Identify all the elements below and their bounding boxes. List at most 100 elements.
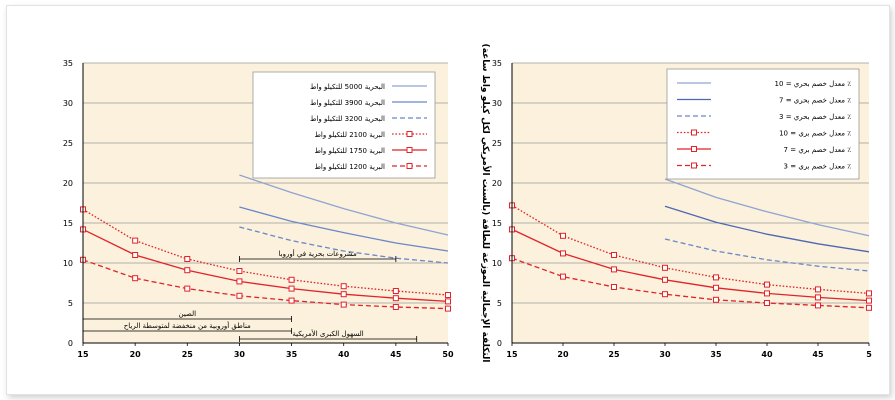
lc-data-point xyxy=(288,297,295,304)
lc-legend-marker xyxy=(406,147,413,153)
rc-data-point xyxy=(815,302,821,309)
rc-data-point xyxy=(866,304,872,311)
lc-data-point xyxy=(392,288,399,294)
lc-series-line-0 xyxy=(239,174,449,236)
rc-data-point xyxy=(764,290,770,297)
rc-data-point xyxy=(611,284,617,290)
lc-series-line-2 xyxy=(239,226,449,264)
rc-data-point xyxy=(866,297,872,304)
lc-x-tick-label: 40 xyxy=(338,350,350,359)
rc-legend-marker xyxy=(691,129,697,136)
rc-y-tick-label: 10 xyxy=(492,259,502,268)
lc-data-point xyxy=(132,275,139,282)
rc-legend-label: معدل خصم بحري = 10 ٪ xyxy=(775,80,852,88)
lc-data-point xyxy=(184,256,191,262)
rc-y-tick-label: 30 xyxy=(492,99,502,108)
lc-annotation-label: الصين xyxy=(178,310,196,318)
lc-x-tick-label: 15 xyxy=(77,350,89,359)
left-series-group xyxy=(80,174,451,312)
rc-data-point xyxy=(713,296,719,303)
lc-y-tick-label: 0 xyxy=(68,339,73,348)
rc-data-point xyxy=(764,281,770,288)
figure-svg: مشروعات بحرية في أوروبا الصين مناطق أوروبي… xyxy=(63,44,872,363)
rc-data-point xyxy=(866,290,872,297)
rc-legend-label: معدل خصم بري = 3 ٪ xyxy=(784,163,852,171)
lc-legend-label: البحرية 3900 للتكيلو واط xyxy=(310,99,385,107)
rc-data-point xyxy=(764,300,770,306)
lc-data-point xyxy=(340,283,347,290)
lc-y-tick-label: 35 xyxy=(63,59,73,68)
left-y-ticks: 0 5 10 15 20 25 30 35 xyxy=(63,59,73,348)
rc-data-point xyxy=(662,291,668,298)
rc-x-tick-label: 30 xyxy=(659,350,671,359)
lc-x-tick-label: 35 xyxy=(286,350,298,359)
left-legend-box xyxy=(252,71,436,179)
rc-legend-label: معدل خصم بري = 10 ٪ xyxy=(779,130,851,138)
rc-data-point xyxy=(815,286,821,293)
lc-data-point xyxy=(132,252,139,258)
right-x-ticks: 15 20 25 30 35 40 45 5 xyxy=(506,343,872,359)
right-legend-box xyxy=(666,68,860,180)
rc-legend-label: معدل خصم بري = 7 ٪ xyxy=(784,146,852,154)
rc-x-tick-label: 40 xyxy=(761,350,773,359)
lc-y-tick-label: 5 xyxy=(68,299,73,308)
lc-legend-label: البرية 2100 للتكيلو واط xyxy=(314,131,385,139)
left-legend-items: البحرية 5000 للتكيلو واط البحرية 3900 للت… xyxy=(310,83,427,171)
lc-data-point xyxy=(392,295,399,302)
lc-data-point xyxy=(236,292,243,299)
rc-data-point xyxy=(611,266,617,273)
rc-x-tick-label: 45 xyxy=(812,350,824,359)
left-legend: البحرية 5000 للتكيلو واط البحرية 3900 للت… xyxy=(252,71,436,179)
lc-legend-label: البحرية 5000 للتكيلو واط xyxy=(310,83,385,91)
right-y-axis-title: التكلفة الإجمالية الموزعة للطاقة (بالسنت… xyxy=(480,44,492,363)
rc-data-point xyxy=(713,274,719,281)
lc-data-point xyxy=(132,237,139,244)
rc-series-line-3 xyxy=(511,204,870,295)
rc-data-point xyxy=(662,276,668,283)
lc-annotation-label: مشروعات بحرية في أوروبا xyxy=(279,249,357,258)
lc-legend-label: البرية 1200 للتكيلو واط xyxy=(314,163,385,171)
lc-series-line-1 xyxy=(239,206,449,252)
rc-data-point xyxy=(611,252,617,258)
lc-data-point xyxy=(445,305,451,312)
rc-legend-marker xyxy=(691,162,697,169)
rc-y-tick-label: 35 xyxy=(492,59,502,68)
lc-series-line-5 xyxy=(82,259,449,310)
lc-x-tick-label: 25 xyxy=(182,350,194,359)
lc-y-tick-label: 30 xyxy=(63,99,73,108)
lc-y-tick-label: 10 xyxy=(63,259,73,268)
lc-x-tick-label: 30 xyxy=(234,350,246,359)
rc-data-point xyxy=(560,250,566,257)
lc-data-point xyxy=(184,267,191,274)
rc-series-line-1 xyxy=(664,205,870,253)
lc-data-point xyxy=(288,285,295,292)
rc-x-tick-label: 35 xyxy=(710,350,722,359)
lc-data-point xyxy=(445,292,451,298)
lc-annotation-label: السهول الكبرى الأمريكية xyxy=(292,329,363,338)
rc-data-point xyxy=(662,264,668,271)
lc-data-point xyxy=(340,301,347,308)
left-annotations: مشروعات بحرية في أوروبا الصين مناطق أوروبي… xyxy=(82,249,418,342)
left-x-ticks: 15 20 25 30 35 40 45 50 xyxy=(77,343,454,359)
right-legend: معدل خصم بحري = 10 ٪ معدل خصم بحري = 7 ٪ م… xyxy=(666,68,860,180)
rc-x-tick-label: 25 xyxy=(608,350,620,359)
lc-data-point xyxy=(445,298,451,305)
rc-legend-marker xyxy=(691,146,697,152)
rc-data-point xyxy=(560,232,566,239)
rc-data-point xyxy=(713,284,719,291)
lc-x-tick-label: 45 xyxy=(390,350,402,359)
lc-annotation-label: مناطق أوروبية من منخفضة لمتوسطة الرياح xyxy=(124,321,251,330)
rc-y-tick-label: 15 xyxy=(492,219,502,228)
rc-x-tick-label: 20 xyxy=(557,350,569,359)
lc-data-point xyxy=(184,285,191,292)
rc-legend-label: معدل خصم بحري = 3 ٪ xyxy=(779,113,851,121)
lc-data-point xyxy=(288,276,295,283)
left-chart: مشروعات بحرية في أوروبا الصين مناطق أوروبي… xyxy=(63,59,454,359)
rc-series-line-0 xyxy=(664,178,870,237)
lc-x-tick-label: 50 xyxy=(442,350,454,359)
lc-legend-label: البحرية 3200 للتكيلو واط xyxy=(310,115,385,123)
lc-legend-marker xyxy=(406,131,413,137)
lc-x-tick-label: 20 xyxy=(130,350,142,359)
figure-frame: مشروعات بحرية في أوروبا الصين مناطق أوروبي… xyxy=(6,5,890,395)
rc-y-tick-label: 20 xyxy=(492,179,502,188)
